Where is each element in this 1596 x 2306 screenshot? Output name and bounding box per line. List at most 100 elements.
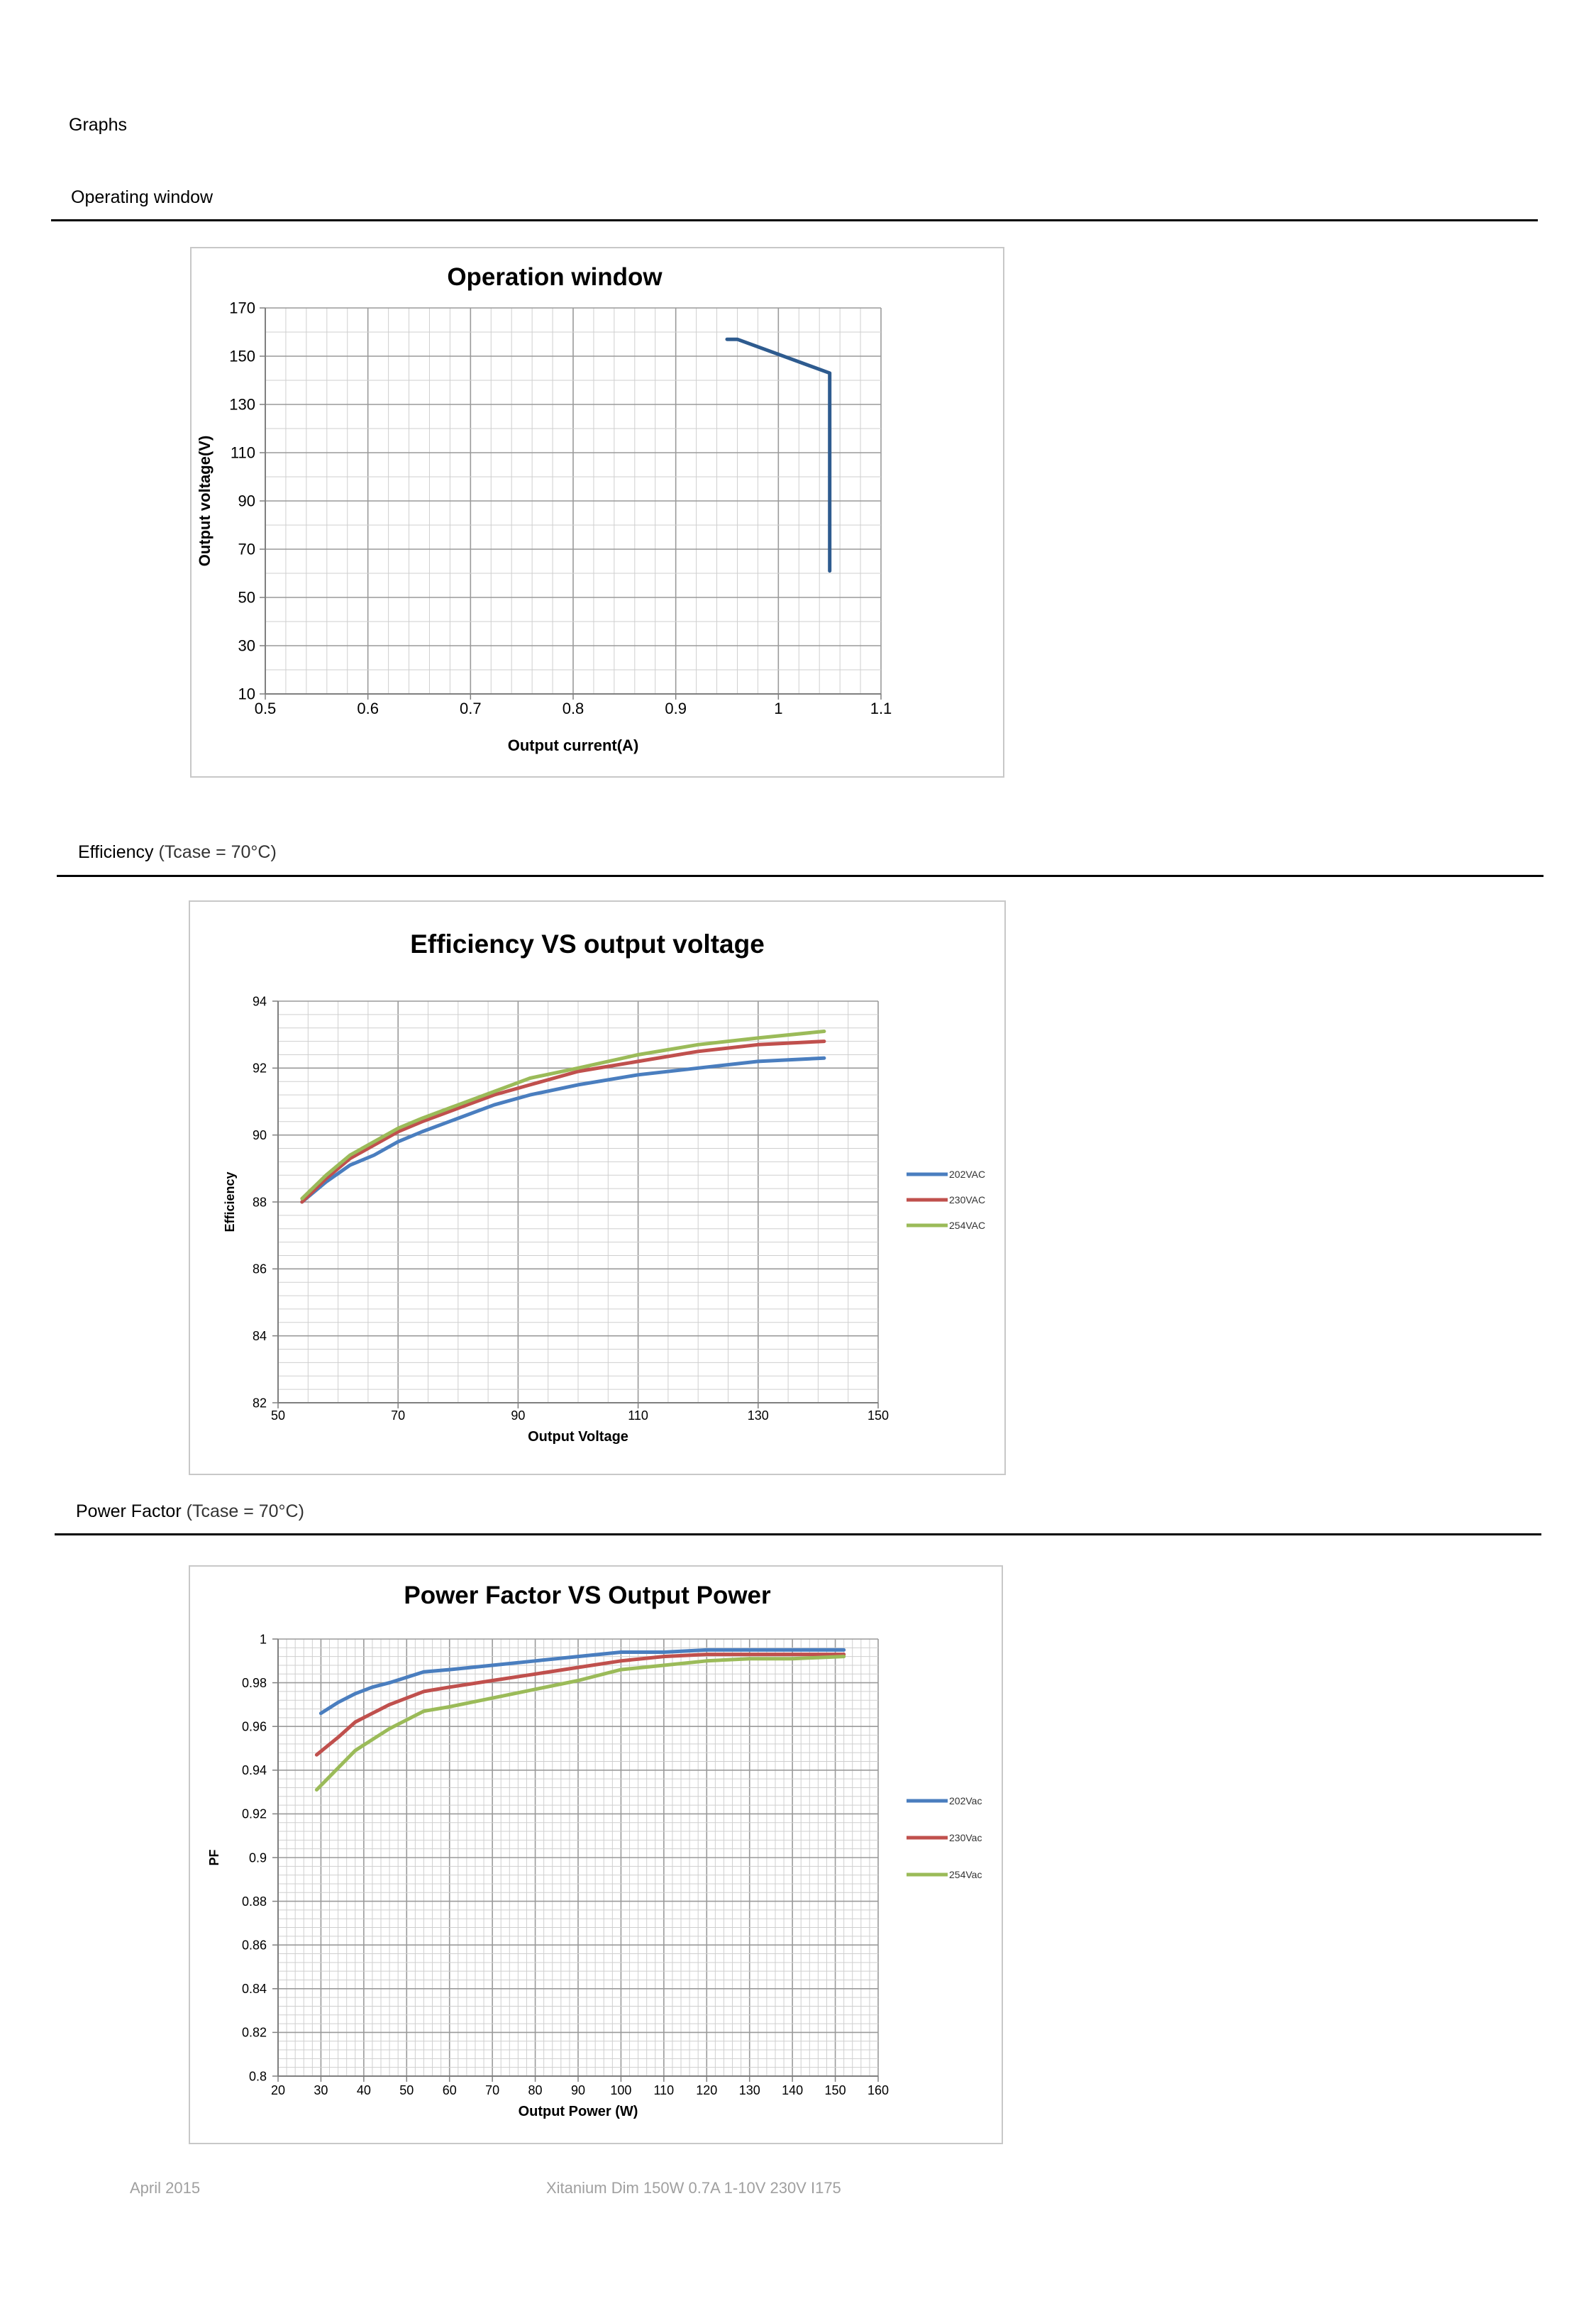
- x-tick-label: 0.5: [255, 700, 277, 717]
- x-axis-label: Output current(A): [508, 737, 639, 754]
- x-tick-label: 110: [654, 2083, 675, 2097]
- chart-title: Efficiency VS output voltage: [410, 929, 765, 959]
- x-axis-label: Output Voltage: [528, 1429, 628, 1445]
- x-tick-label: 120: [696, 2083, 717, 2097]
- x-tick-label: 110: [628, 1408, 648, 1423]
- legend-label: 202Vac: [949, 1795, 982, 1806]
- y-tick-label: 84: [253, 1329, 267, 1343]
- x-tick-label: 0.9: [665, 700, 687, 717]
- y-tick-label: 0.88: [242, 1894, 267, 1909]
- x-tick-label: 160: [868, 2083, 889, 2097]
- x-tick-label: 150: [825, 2083, 846, 2097]
- legend-label: 254Vac: [949, 1869, 982, 1880]
- y-tick-label: 0.84: [242, 1982, 267, 1996]
- chart-title: Operation window: [447, 263, 663, 291]
- gridlines: [265, 307, 882, 695]
- section-heading-efficiency: Efficiency (Tcase = 70°C): [78, 842, 277, 863]
- y-tick-label: 0.96: [242, 1720, 267, 1734]
- section-divider: [55, 1533, 1541, 1535]
- section-title: Efficiency: [78, 842, 154, 862]
- y-tick-label: 94: [253, 994, 267, 1008]
- y-axis-label: Output voltage(V): [196, 436, 214, 567]
- section-divider: [57, 875, 1544, 877]
- y-tick-label: 70: [238, 541, 255, 558]
- series-line-202vac: [300, 1056, 826, 1204]
- x-tick-label: 30: [314, 2083, 328, 2097]
- x-tick-label: 50: [399, 2083, 414, 2097]
- chart-svg: Operation window 0.5 0.6 0.7 0.8 0.9 1 1.1 10 30 5…: [196, 263, 892, 754]
- x-tick-label: 70: [391, 1408, 405, 1423]
- legend-label: 230VAC: [949, 1194, 985, 1206]
- y-tick-label: 30: [238, 637, 255, 655]
- x-tick-label: 140: [782, 2083, 803, 2097]
- x-tick-label: 1.1: [870, 700, 892, 717]
- y-tick-label: 88: [253, 1195, 267, 1209]
- legend-label: 202VAC: [949, 1169, 985, 1180]
- y-tick-label: 50: [238, 589, 255, 607]
- y-tick-label: 110: [231, 444, 255, 462]
- series-line-202vac: [318, 1648, 846, 1716]
- section-title: Operating window: [71, 187, 214, 207]
- y-tick-label: 82: [253, 1396, 267, 1410]
- x-tick-label: 80: [528, 2083, 543, 2097]
- x-axis-label: Output Power (W): [519, 2104, 638, 2119]
- series-line-230vac: [300, 1039, 826, 1204]
- y-tick-label: 0.8: [249, 2069, 267, 2083]
- x-tick-label: 70: [485, 2083, 499, 2097]
- chart-svg: Efficiency VS output voltage 50 70 90 110 130…: [223, 929, 985, 1445]
- x-tick-label: 90: [571, 2083, 585, 2097]
- gridlines: [277, 1638, 879, 2077]
- series-line-254vac: [300, 1030, 826, 1201]
- y-tick-label: 0.9: [249, 1850, 267, 1865]
- y-tick-label: 90: [238, 492, 255, 510]
- y-tick-label: 92: [253, 1061, 267, 1076]
- x-tick-label: 100: [610, 2083, 631, 2097]
- x-tick-label: 60: [443, 2083, 457, 2097]
- chart-svg: Power Factor VS Output Power 20 30 40 50 60 70…: [207, 1582, 982, 2119]
- gridlines: [277, 1000, 879, 1403]
- x-tick-label: 150: [868, 1408, 889, 1423]
- y-tick-label: 1: [260, 1632, 267, 1646]
- section-heading-power-factor: Power Factor (Tcase = 70°C): [76, 1501, 304, 1522]
- y-tick-label: 86: [253, 1262, 267, 1276]
- y-tick-label: 90: [253, 1128, 267, 1142]
- y-tick-label: 0.86: [242, 1938, 267, 1953]
- chart-power-factor: Power Factor VS Output Power 20 30 40 50 60 70…: [189, 1565, 1003, 2144]
- x-tick-label: 20: [271, 2083, 285, 2097]
- x-tick-label: 40: [357, 2083, 371, 2097]
- series-line-230vac: [314, 1653, 846, 1757]
- x-tick-label: 130: [739, 2083, 760, 2097]
- x-tick-label: 0.6: [357, 700, 379, 717]
- series-line-output-limit: [725, 337, 832, 573]
- section-divider: [51, 219, 1538, 221]
- chart-operation-window: Operation window 0.5 0.6 0.7 0.8 0.9 1 1.1 10 30 5…: [190, 247, 1004, 778]
- x-tick-label: 1: [774, 700, 782, 717]
- chart-efficiency: Efficiency VS output voltage 50 70 90 110 130…: [189, 900, 1006, 1475]
- section-heading-operating-window: Operating window: [71, 187, 213, 208]
- y-tick-label: 150: [229, 348, 255, 365]
- footer-date: April 2015: [130, 2179, 201, 2197]
- x-tick-label: 130: [748, 1408, 769, 1423]
- section-note: (Tcase = 70°C): [186, 1501, 304, 1521]
- y-tick-label: 0.82: [242, 2026, 267, 2040]
- x-tick-label: 0.7: [460, 700, 482, 717]
- section-note: (Tcase = 70°C): [158, 842, 277, 862]
- x-tick-label: 0.8: [563, 700, 584, 717]
- y-tick-label: 170: [229, 299, 255, 317]
- series-line-254vac: [314, 1655, 846, 1792]
- y-tick-label: 0.98: [242, 1676, 267, 1690]
- y-tick-label: 0.94: [242, 1763, 267, 1777]
- y-axis-label: PF: [207, 1849, 221, 1865]
- y-tick-label: 10: [238, 685, 255, 703]
- x-tick-label: 50: [271, 1408, 285, 1423]
- legend-label: 254VAC: [949, 1220, 985, 1231]
- legend-label: 230Vac: [949, 1832, 982, 1843]
- y-axis-label: Efficiency: [223, 1171, 237, 1232]
- footer-product: Xitanium Dim 150W 0.7A 1-10V 230V I175: [546, 2179, 841, 2197]
- section-title: Power Factor: [76, 1501, 182, 1521]
- document-heading: Graphs: [69, 115, 127, 135]
- chart-title: Power Factor VS Output Power: [404, 1582, 771, 1609]
- x-tick-label: 90: [511, 1408, 525, 1423]
- y-tick-label: 130: [229, 396, 255, 414]
- y-tick-label: 0.92: [242, 1807, 267, 1821]
